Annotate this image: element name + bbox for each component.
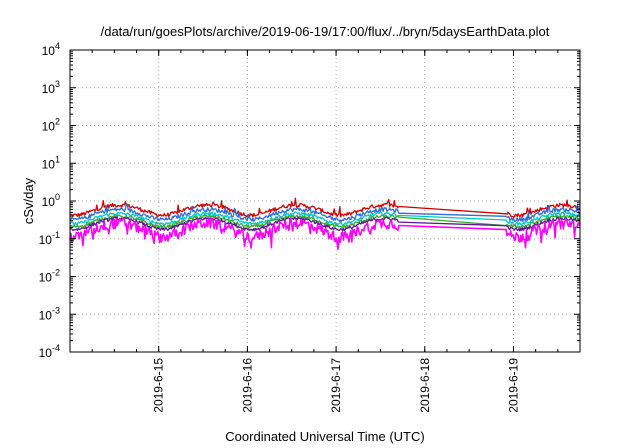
series-line [69, 203, 581, 223]
series-line [69, 197, 581, 218]
ticks [69, 49, 581, 353]
y-tick-label: 102 [42, 117, 60, 134]
x-tick-label: 2019-6-17 [329, 358, 343, 413]
y-tick-labels: 10-4 10-3 10-2 10-1 100 101 102 103 104 [39, 41, 60, 360]
x-tick-label: 2019-6-19 [506, 358, 520, 413]
y-tick-label: 10-4 [39, 343, 60, 360]
chart-title: /data/run/goesPlots/archive/2019-06-19/1… [101, 24, 550, 39]
series-line [69, 217, 581, 250]
x-axis-label: Coordinated Universal Time (UTC) [225, 429, 424, 444]
y-tick-label: 10-1 [39, 230, 60, 247]
x-tick-label: 2019-6-16 [240, 358, 254, 413]
series-line [69, 211, 581, 226]
x-tick-label: 2019-6-18 [418, 358, 432, 413]
grid [70, 50, 580, 352]
y-axis-label: cSv/day [21, 177, 36, 224]
y-tick-label: 104 [42, 41, 60, 58]
y-tick-label: 10-3 [39, 305, 60, 322]
series-line [69, 214, 581, 229]
x-tick-labels: 2019-6-15 2019-6-16 2019-6-17 2019-6-18 2019… [152, 358, 521, 413]
y-tick-label: 10-2 [39, 268, 60, 285]
y-tick-label: 101 [42, 154, 60, 171]
y-tick-label: 100 [42, 192, 60, 209]
series-layer [69, 197, 581, 250]
x-tick-label: 2019-6-15 [152, 358, 166, 413]
y-tick-label: 103 [42, 79, 60, 96]
